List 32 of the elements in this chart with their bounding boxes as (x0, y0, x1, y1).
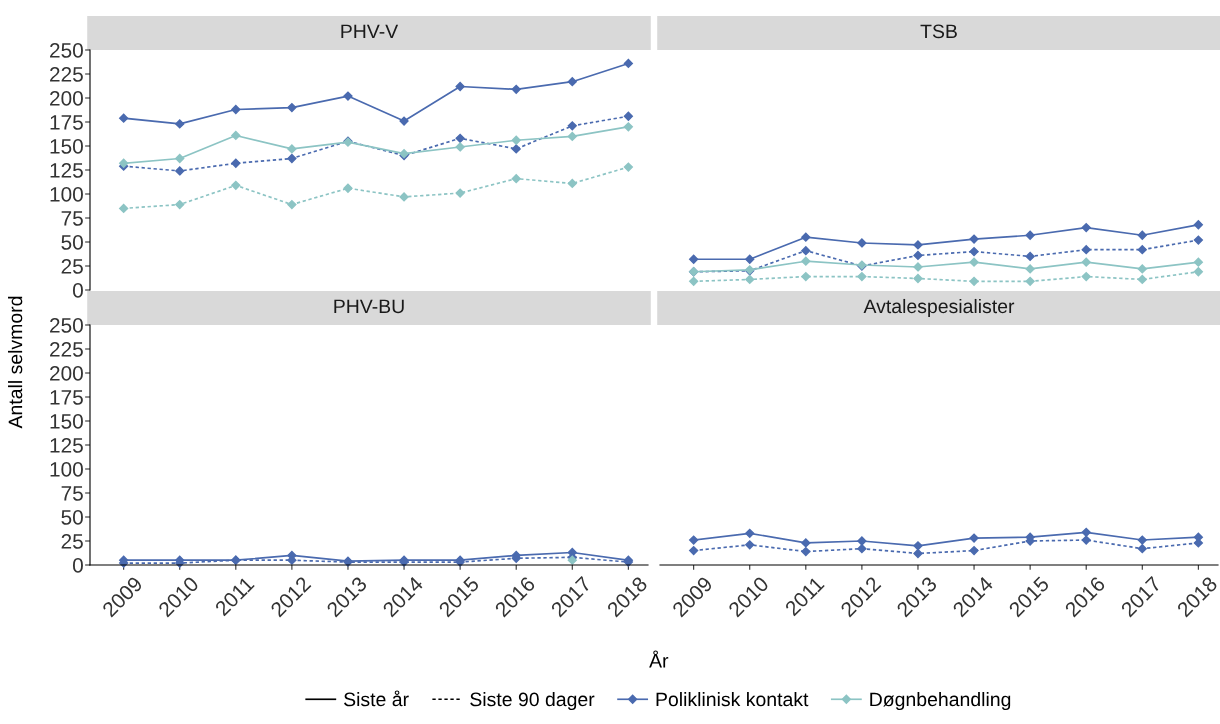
chart-title: TSB (920, 24, 957, 39)
y-tick-label: 125 (50, 163, 83, 178)
y-tick-label: 0 (72, 558, 83, 573)
y-tick-label: 100 (50, 462, 83, 477)
text: Siste 90 dager (470, 691, 595, 711)
y-tick-label: 175 (50, 115, 83, 130)
text: Siste år (344, 690, 409, 707)
y-axis-title: Antall selvmord (8, 296, 23, 429)
y-tick-label: 50 (61, 510, 83, 525)
legend-label: Døgnbehandling (870, 691, 1011, 711)
y-tick-label: 75 (61, 211, 83, 226)
y-tick-label: 225 (50, 342, 83, 357)
y-tick-label: 250 (50, 318, 83, 333)
y-tick-label: 150 (50, 414, 83, 429)
x-axis-title: År (649, 650, 669, 668)
y-tick-label: 125 (50, 438, 83, 453)
chart-title: PHV-V (341, 24, 399, 39)
y-tick-label: 25 (61, 259, 83, 274)
y-tick-label: 200 (50, 366, 83, 381)
y-tick-label: 225 (50, 67, 83, 82)
chart-title: PHV-BU (334, 299, 404, 314)
y-tick-label: 50 (61, 235, 83, 250)
legend-label: Poliklinisk kontakt (656, 691, 809, 707)
y-tick-label: 0 (72, 283, 83, 298)
y-tick-label: 175 (50, 390, 83, 405)
y-tick-label: 150 (50, 139, 83, 154)
y-tick-label: 75 (61, 486, 83, 501)
chart-title: Avtalespesialister (863, 298, 1015, 318)
y-tick-label: 25 (61, 534, 83, 549)
y-tick-label: 100 (50, 187, 83, 202)
y-tick-label: 200 (50, 91, 83, 106)
y-tick-label: 250 (50, 43, 83, 58)
